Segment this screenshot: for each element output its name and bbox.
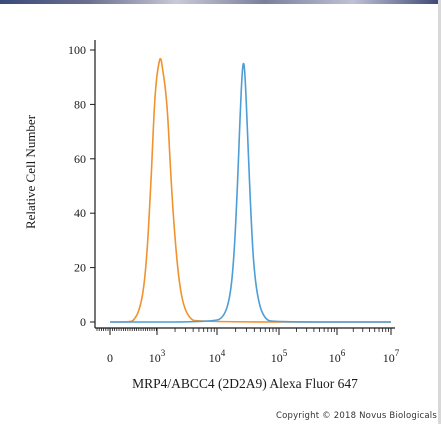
y-tick-label: 40	[74, 206, 86, 220]
x-tick-base: 10	[329, 351, 341, 365]
x-tick-label: 107	[383, 348, 400, 365]
top-border-strip	[0, 0, 441, 4]
x-tick-exponent: 3	[161, 348, 166, 358]
y-axis-label: Relative Cell Number	[23, 114, 38, 229]
right-border-strip	[438, 0, 441, 424]
x-tick-label: 103	[149, 348, 166, 365]
x-tick-base: 10	[271, 351, 283, 365]
x-tick-label: 0	[107, 351, 113, 365]
y-tick-label: 100	[68, 43, 86, 57]
x-axis-label: MRP4/ABCC4 (2D2A9) Alexa Fluor 647	[132, 376, 358, 391]
series-line-2	[110, 62, 391, 323]
series-group	[110, 57, 391, 323]
x-tick-base: 10	[209, 351, 221, 365]
x-tick-exponent: 5	[283, 348, 288, 358]
x-tick-exponent: 4	[221, 348, 226, 358]
copyright-text: Copyright © 2018 Novus Biologicals	[275, 411, 437, 421]
x-tick-label: 106	[329, 348, 346, 365]
x-tick-base: 10	[149, 351, 161, 365]
x-tick-base: 0	[107, 351, 113, 365]
y-tick-label: 20	[74, 261, 86, 275]
x-tick-base: 10	[383, 351, 395, 365]
series-line-1	[110, 57, 391, 323]
y-tick-label: 80	[74, 97, 86, 111]
x-tick-label: 105	[271, 348, 288, 365]
x-tick-label: 104	[209, 348, 226, 365]
x-tick-exponent: 7	[395, 348, 400, 358]
x-tick-exponent: 6	[341, 348, 346, 358]
y-tick-label: 0	[80, 315, 86, 329]
y-tick-label: 60	[74, 152, 86, 166]
